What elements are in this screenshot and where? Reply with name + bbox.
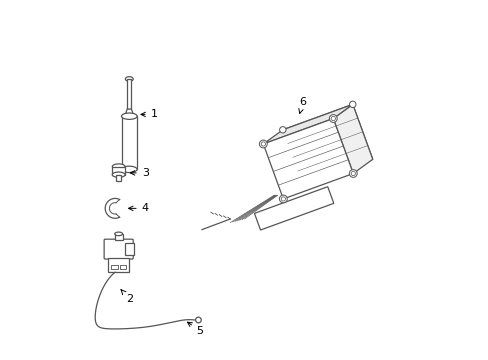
FancyBboxPatch shape <box>125 243 134 256</box>
Text: 6: 6 <box>298 97 306 113</box>
Polygon shape <box>124 109 134 116</box>
Ellipse shape <box>279 127 285 133</box>
Ellipse shape <box>281 197 285 201</box>
FancyBboxPatch shape <box>111 265 118 269</box>
Ellipse shape <box>115 232 122 236</box>
Ellipse shape <box>195 317 201 323</box>
Ellipse shape <box>121 113 137 120</box>
Text: 2: 2 <box>121 289 133 304</box>
Ellipse shape <box>350 171 355 176</box>
Text: 4: 4 <box>128 203 148 213</box>
Ellipse shape <box>349 101 355 108</box>
Polygon shape <box>263 104 352 144</box>
Text: 5: 5 <box>187 322 203 336</box>
Ellipse shape <box>125 77 133 81</box>
FancyBboxPatch shape <box>115 234 122 240</box>
Polygon shape <box>263 118 352 199</box>
Ellipse shape <box>261 142 265 146</box>
Text: 1: 1 <box>141 109 157 120</box>
Ellipse shape <box>124 114 134 118</box>
FancyBboxPatch shape <box>121 116 137 169</box>
Ellipse shape <box>279 195 286 203</box>
Ellipse shape <box>329 114 337 122</box>
FancyBboxPatch shape <box>127 79 131 109</box>
Polygon shape <box>333 104 372 174</box>
Text: 3: 3 <box>130 168 148 178</box>
FancyBboxPatch shape <box>116 175 121 181</box>
Ellipse shape <box>112 164 125 169</box>
Ellipse shape <box>330 116 335 121</box>
Polygon shape <box>254 187 333 230</box>
Polygon shape <box>282 104 372 185</box>
FancyBboxPatch shape <box>112 167 125 175</box>
Ellipse shape <box>259 140 266 148</box>
FancyBboxPatch shape <box>120 265 126 269</box>
Ellipse shape <box>121 166 137 172</box>
FancyBboxPatch shape <box>108 258 129 272</box>
Ellipse shape <box>112 172 125 177</box>
Ellipse shape <box>348 170 356 177</box>
FancyBboxPatch shape <box>104 239 133 259</box>
